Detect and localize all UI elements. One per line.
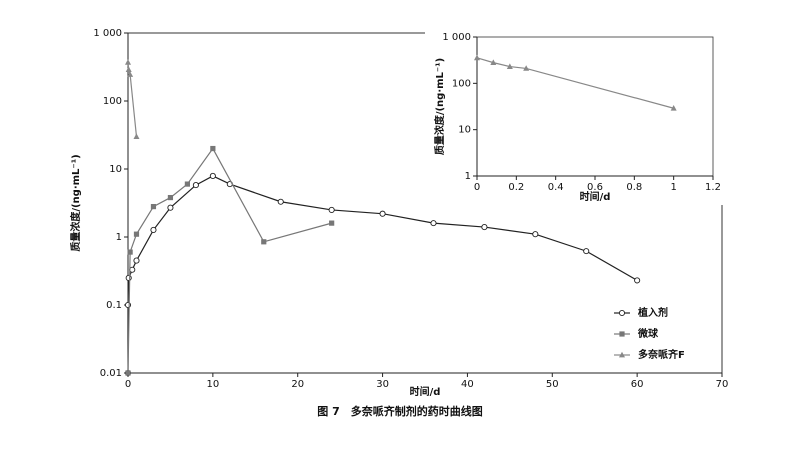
marker: [150, 226, 157, 233]
marker: [133, 133, 140, 139]
y-axis-label: 质量浓度/(ng·mL⁻¹): [69, 154, 82, 251]
x-tick-label: 40: [461, 379, 474, 390]
marker: [523, 65, 530, 71]
marker: [634, 277, 641, 284]
marker: [125, 274, 132, 281]
x-tick-label: 10: [206, 379, 219, 390]
marker: [184, 181, 190, 187]
y-tick-label: 1 000: [93, 28, 122, 39]
marker: [329, 220, 335, 226]
x-tick-label: 20: [291, 379, 304, 390]
marker: [619, 351, 625, 358]
y-tick-label: 1 000: [442, 32, 471, 43]
x-axis-label: 时间/d: [410, 385, 441, 398]
x-tick-label: 1.2: [705, 182, 721, 193]
marker: [125, 66, 132, 72]
marker: [261, 239, 267, 245]
legend-label: 微球: [637, 327, 659, 340]
x-tick-label: 0: [125, 379, 131, 390]
x-axis-label: 时间/d: [580, 190, 611, 203]
x-tick-label: 0.6: [587, 182, 603, 193]
marker: [583, 248, 590, 255]
marker: [127, 249, 133, 255]
legend-label: 多奈哌齐F: [638, 348, 685, 361]
x-tick-label: 0: [474, 182, 480, 193]
marker: [618, 309, 626, 317]
marker: [209, 172, 216, 180]
marker: [506, 63, 513, 69]
x-tick-label: 0.2: [508, 182, 524, 193]
y-axis-label: 质量浓度/(ng·mL⁻¹): [433, 58, 446, 155]
x-tick-label: 30: [376, 379, 389, 390]
marker: [192, 182, 199, 189]
y-tick-label: 100: [103, 96, 122, 107]
series-line: [127, 62, 138, 137]
marker: [328, 206, 335, 213]
marker: [619, 331, 625, 337]
y-tick-label: 100: [452, 78, 471, 89]
x-tick-label: 70: [716, 379, 729, 390]
y-tick-label: 1: [116, 232, 122, 243]
y-tick-label: 0.1: [106, 300, 122, 311]
marker: [670, 105, 677, 111]
marker: [481, 224, 488, 231]
marker: [127, 71, 134, 77]
series-line: [127, 175, 638, 373]
marker: [125, 370, 131, 376]
marker: [150, 203, 157, 210]
y-tick-label: 1: [465, 171, 471, 182]
marker: [133, 231, 140, 237]
x-tick-label: 0.8: [626, 182, 642, 193]
legend-label: 植入剂: [637, 306, 668, 319]
marker: [167, 194, 174, 201]
marker: [430, 220, 437, 227]
marker: [125, 59, 131, 65]
y-tick-label: 10: [109, 164, 122, 175]
x-tick-label: 0.4: [548, 182, 564, 193]
y-tick-label: 10: [458, 125, 471, 136]
x-tick-label: 1: [670, 182, 676, 193]
marker: [167, 204, 174, 211]
y-tick-label: 0.01: [100, 368, 122, 379]
marker: [490, 59, 497, 66]
x-tick-label: 60: [631, 379, 644, 390]
marker: [277, 198, 284, 205]
inset-frame: [476, 36, 714, 177]
x-tick-label: 50: [546, 379, 559, 390]
marker: [133, 257, 140, 264]
caption: 图 7 多奈哌齐制剂的药时曲线图: [317, 404, 482, 418]
marker: [379, 210, 386, 217]
marker: [210, 145, 216, 152]
marker: [474, 54, 480, 61]
marker: [532, 231, 539, 238]
